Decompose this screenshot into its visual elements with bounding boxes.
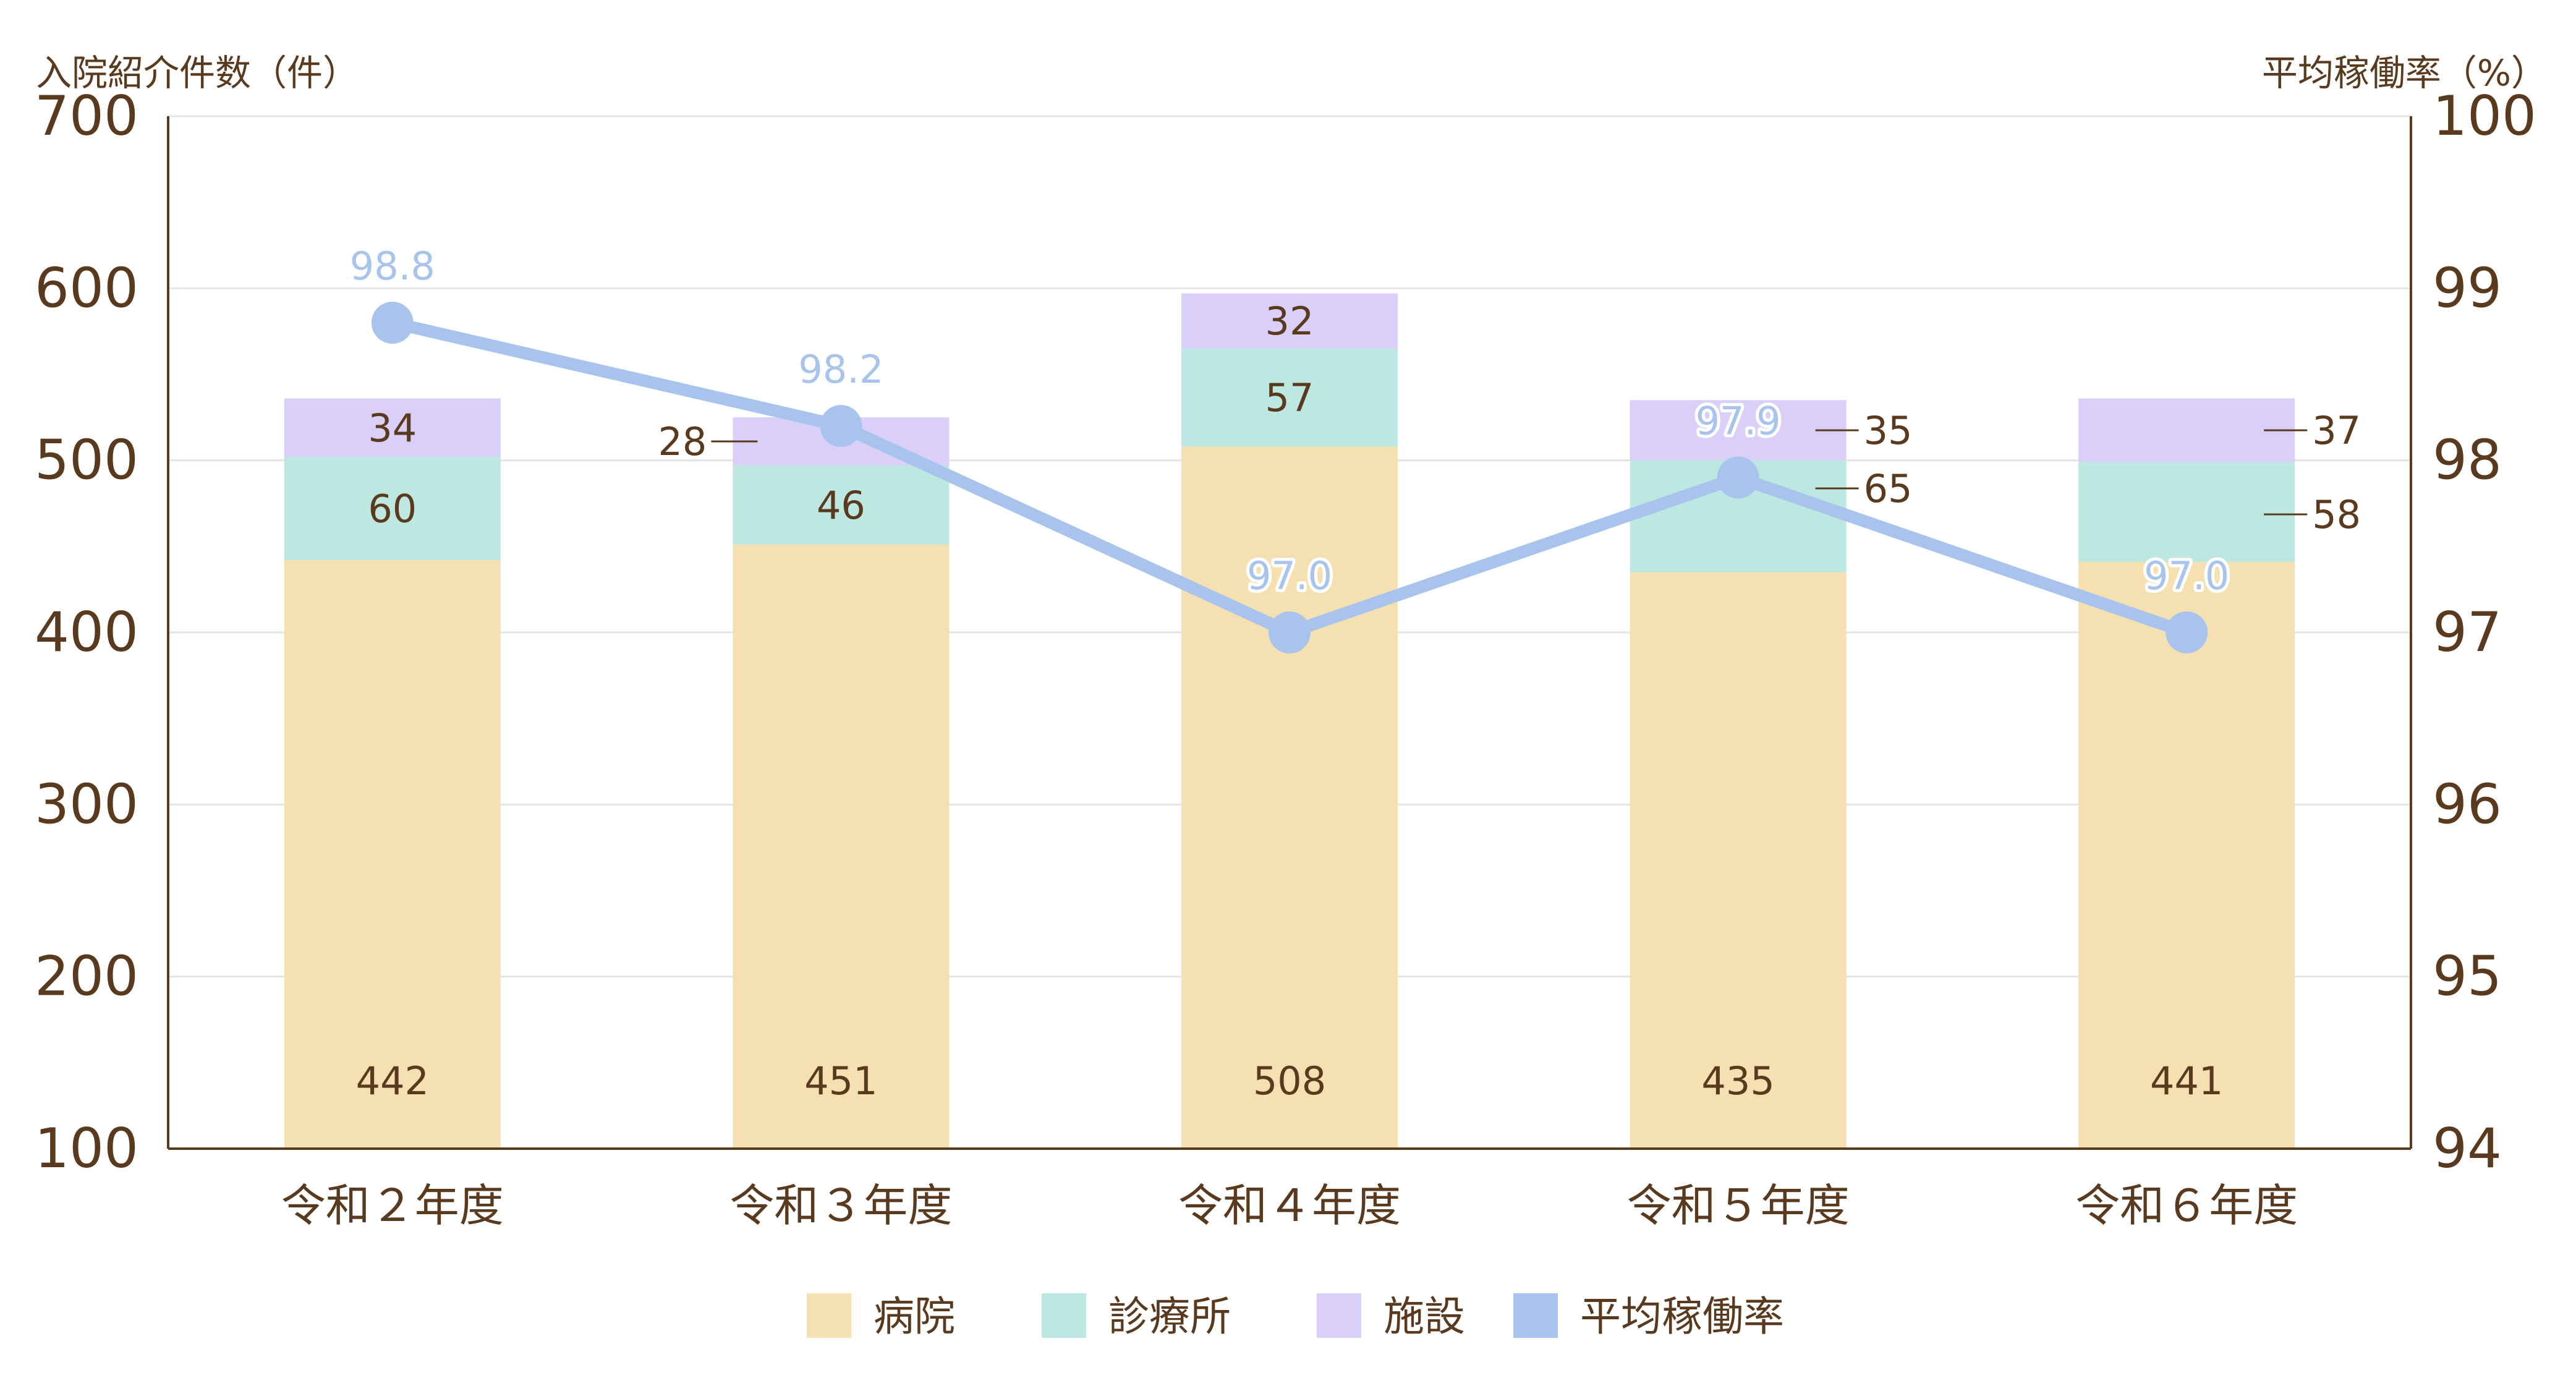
tick-labels: 100 200 300 400 500 600 700 94 95 96 97 98 99 100 令和２年…	[35, 84, 2536, 1231]
left-tick-label: 300	[35, 772, 138, 836]
left-axis-title: 入院紹介件数（件）	[36, 52, 359, 94]
stacked-bars	[284, 293, 2295, 1149]
legend-swatch	[1317, 1293, 1361, 1338]
data-label-clinic: 60	[368, 487, 417, 532]
left-tick-label: 500	[35, 428, 138, 492]
legend-swatch	[1513, 1293, 1558, 1338]
data-label-facility: 28	[658, 419, 707, 464]
bar-segment-clinic	[284, 457, 501, 561]
right-tick-label: 96	[2433, 772, 2502, 836]
rate-label: 97.0	[1247, 553, 1332, 598]
data-label-facility: 37	[2312, 408, 2361, 453]
data-label-hospital: 508	[1253, 1058, 1326, 1104]
rate-line: 98.8 98.2 97.0 97.9 97.0	[347, 240, 2232, 653]
data-label-hospital: 442	[356, 1058, 429, 1104]
right-tick-label: 98	[2433, 428, 2502, 492]
right-tick-label: 99	[2433, 256, 2502, 320]
rate-point	[820, 405, 862, 447]
rate-label: 98.2	[798, 347, 883, 392]
rate-label: 98.8	[350, 244, 435, 289]
bar-segment-hospital	[284, 560, 501, 1149]
bar-segment-hospital	[2078, 561, 2295, 1149]
bar-segment-clinic	[1181, 348, 1398, 447]
legend-label: 施設	[1384, 1293, 1465, 1340]
category-label: 令和２年度	[281, 1180, 504, 1231]
data-labels: 442 60 34 451 46 28 508 57 32 435 35 65 441 37 58	[356, 299, 2361, 1104]
legend-swatch	[1042, 1293, 1086, 1338]
bar-segment-facility	[1181, 293, 1398, 349]
rate-label: 97.9	[1696, 399, 1781, 444]
data-label-hospital: 451	[804, 1058, 877, 1104]
bar-segment-clinic	[2078, 462, 2295, 562]
legend: 病院 診療所 施設 平均稼働率	[807, 1293, 1784, 1340]
rate-point	[1269, 611, 1311, 653]
left-tick-label: 100	[35, 1117, 138, 1180]
data-label-facility: 35	[1864, 408, 1913, 453]
left-tick-label: 700	[35, 84, 138, 148]
bar-segment-facility	[284, 398, 501, 457]
data-label-facility: 32	[1265, 299, 1314, 344]
bar-segment-hospital	[1630, 572, 1847, 1149]
category-label: 令和５年度	[1627, 1180, 1850, 1231]
data-label-hospital: 441	[2150, 1058, 2223, 1104]
category-label: 令和６年度	[2075, 1180, 2298, 1231]
bar-segment-facility	[2078, 398, 2295, 462]
left-tick-label: 200	[35, 945, 138, 1008]
legend-label: 病院	[874, 1293, 955, 1340]
left-tick-label: 600	[35, 256, 138, 320]
data-label-clinic: 46	[817, 483, 865, 528]
data-label-clinic: 65	[1864, 466, 1913, 511]
legend-label: 診療所	[1108, 1293, 1231, 1340]
bar-segment-hospital	[733, 545, 950, 1149]
legend-label: 平均稼働率	[1580, 1293, 1784, 1340]
bar-segment-hospital	[1181, 446, 1398, 1149]
rate-point	[371, 302, 414, 344]
right-axis-title: 平均稼働率（%）	[2262, 52, 2547, 94]
data-label-hospital: 435	[1701, 1058, 1774, 1104]
bar-segment-facility	[1630, 400, 1847, 461]
category-label: 令和４年度	[1178, 1180, 1401, 1231]
legend-swatch	[807, 1293, 851, 1338]
rate-label: 97.0	[2144, 553, 2229, 598]
data-label-clinic: 57	[1265, 375, 1314, 420]
data-label-facility: 34	[368, 406, 417, 451]
right-tick-label: 95	[2433, 945, 2502, 1008]
data-label-clinic: 58	[2312, 492, 2361, 537]
right-tick-label: 94	[2433, 1117, 2502, 1180]
bar-segment-clinic	[733, 466, 950, 545]
right-tick-label: 100	[2433, 84, 2536, 148]
right-tick-label: 97	[2433, 600, 2502, 664]
category-label: 令和３年度	[729, 1180, 952, 1231]
rate-point	[1717, 456, 1759, 499]
left-tick-label: 400	[35, 600, 138, 664]
axes	[167, 116, 2412, 1150]
rate-point	[2166, 611, 2208, 653]
